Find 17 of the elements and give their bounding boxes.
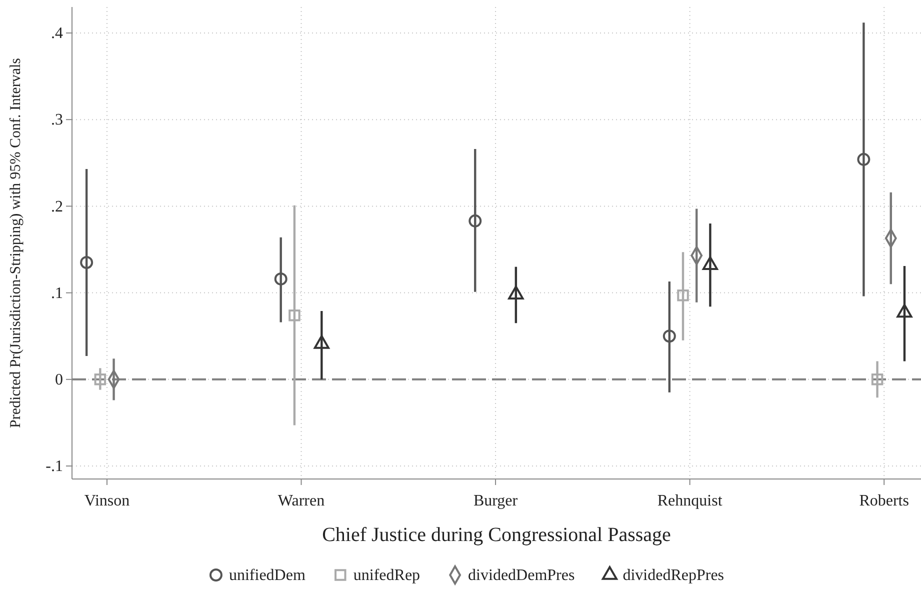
legend-label: unifiedDem (228, 567, 306, 584)
x-tick-label: Burger (473, 492, 518, 510)
y-tick-label: 0 (55, 372, 63, 389)
x-tick-label: Warren (278, 492, 325, 510)
y-axis-title: Predicted Pr(Jurisdiction-Stripping) with 95% Conf. Intervals (8, 58, 24, 428)
x-axis-title: Chief Justice during Congressional Passage (322, 524, 672, 546)
y-tick-label: .1 (51, 284, 63, 302)
x-tick-label: Vinson (84, 492, 130, 510)
legend-label: dividedDemPres (468, 567, 575, 584)
y-tick-label: .4 (51, 25, 63, 42)
x-tick-label: Roberts (859, 492, 909, 510)
legend-label: dividedRepPres (622, 567, 724, 584)
y-tick-label: .3 (51, 112, 63, 129)
y-tick-label: .2 (51, 198, 63, 216)
y-tick-label: -.1 (46, 458, 63, 476)
x-tick-label: Rehnquist (657, 492, 723, 510)
legend-label: unifedRep (353, 567, 420, 584)
